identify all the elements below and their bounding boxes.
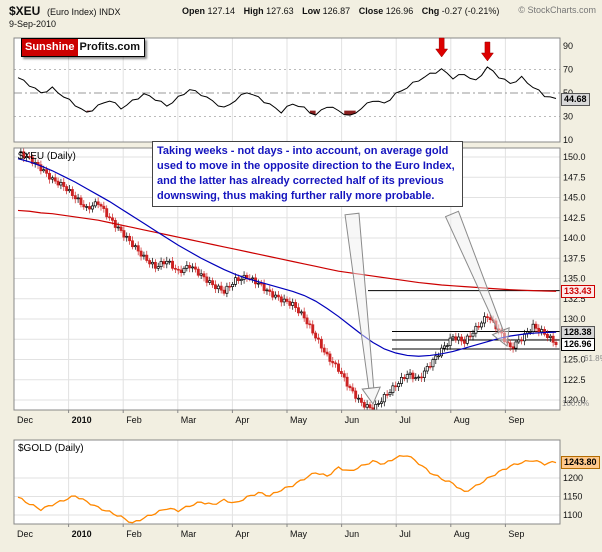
x-axis-month-label: Dec: [17, 529, 34, 539]
y-axis-tick: 70: [563, 65, 573, 75]
annotation-note: Taking weeks - not days - into account, …: [152, 141, 463, 207]
copyright: © StockCharts.com: [518, 5, 596, 15]
indicator-line: [17, 66, 557, 116]
red-down-arrows: [435, 37, 494, 62]
x-axis-month-label: Jun: [345, 415, 360, 425]
logo-sunshine: Sunshine: [22, 39, 78, 56]
x-axis-month-label: Aug: [454, 415, 470, 425]
x-axis-month-label: Apr: [235, 529, 249, 539]
y-axis-tick: 137.5: [563, 253, 586, 263]
ma200-value-box: 133.43: [561, 285, 595, 298]
gold-last-price-box: 1243.80: [561, 456, 600, 469]
x-axis-month-label: Apr: [235, 415, 249, 425]
symbol-description: (Euro Index) INDX: [47, 7, 121, 17]
annotation-arrow-head: [491, 326, 510, 347]
y-axis-tick: 1200: [563, 473, 583, 483]
y-axis-tick: 122.5: [563, 375, 586, 385]
x-axis-month-label: Sep: [508, 415, 524, 425]
x-axis-month-label: Mar: [181, 415, 197, 425]
x-axis-month-label: 2010: [72, 529, 92, 539]
high-value: 127.63: [266, 6, 294, 16]
y-axis-tick: 140.0: [563, 233, 586, 243]
x-axis-month-label: Jun: [345, 529, 360, 539]
open-value: 127.14: [207, 6, 236, 16]
symbol: $XEU: [9, 4, 41, 18]
x-axis-month-label: Sep: [508, 529, 524, 539]
x-axis-month-label: May: [290, 529, 308, 539]
ma50-line: [17, 158, 557, 357]
quote-line: Open 127.14 High 127.63 Low 126.87 Close…: [176, 6, 499, 16]
logo-profits: Profits.com: [79, 41, 141, 53]
y-axis-tick: 1150: [563, 492, 582, 502]
indicator-last-value-box: 44.68: [561, 93, 590, 106]
annotation-arrows: [344, 210, 510, 406]
x-axis-month-label: 2010: [72, 415, 92, 425]
x-axis-month-label: Jul: [399, 529, 411, 539]
open-label: Open: [182, 6, 206, 16]
down-arrow-icon: [480, 41, 494, 62]
gold-panel-title: $GOLD (Daily): [18, 443, 84, 454]
close-value: 126.96: [385, 6, 414, 16]
chg-value: -0.27 (-0.21%): [441, 6, 500, 16]
y-axis-tick: 132.5: [563, 294, 586, 304]
sunshine-profits-logo: Sunshine Profits.com: [21, 38, 146, 57]
x-axis-month-label: Feb: [126, 415, 142, 425]
xeu-candles: [19, 148, 558, 410]
y-axis-tick: 10: [563, 135, 573, 145]
quote-date: 9-Sep-2010: [9, 19, 57, 29]
annotation-arrow-head: [361, 386, 381, 406]
close-label: Close: [358, 6, 384, 16]
gold-line: [17, 455, 557, 524]
low-label: Low: [302, 6, 321, 16]
y-axis-tick: 120.0: [563, 395, 586, 405]
y-axis-tick: 150.0: [563, 152, 586, 162]
y-axis-tick: 142.5: [563, 213, 586, 223]
fib-retracement-label: 100.0%: [562, 399, 589, 408]
xeu-panel-title: $XEU (Daily): [18, 151, 76, 162]
y-axis-tick: 135.0: [563, 274, 586, 284]
y-axis-tick: 90: [563, 41, 573, 51]
low-value: 126.87: [322, 6, 351, 16]
xeu-last-price-box: 126.96: [561, 338, 595, 351]
y-axis-tick: 145.0: [563, 193, 586, 203]
y-axis-tick: 147.5: [563, 172, 586, 182]
x-axis-month-label: Aug: [454, 529, 470, 539]
down-arrow-icon: [435, 37, 449, 58]
high-label: High: [243, 6, 264, 16]
chg-label: Chg: [421, 6, 440, 16]
x-axis-month-label: Feb: [126, 529, 142, 539]
ma200-line: [17, 209, 557, 292]
y-axis-tick: 130.0: [563, 314, 586, 324]
x-axis-month-label: Jul: [399, 415, 411, 425]
x-axis-month-label: May: [290, 415, 308, 425]
y-axis-tick: 30: [563, 112, 573, 122]
x-axis-month-label: Dec: [17, 415, 34, 425]
y-axis-tick: 1100: [563, 510, 582, 520]
fib-retracement-label: 61.8%: [584, 354, 602, 363]
x-axis-month-label: Mar: [181, 529, 197, 539]
y-axis-tick: 125.0: [563, 355, 586, 365]
